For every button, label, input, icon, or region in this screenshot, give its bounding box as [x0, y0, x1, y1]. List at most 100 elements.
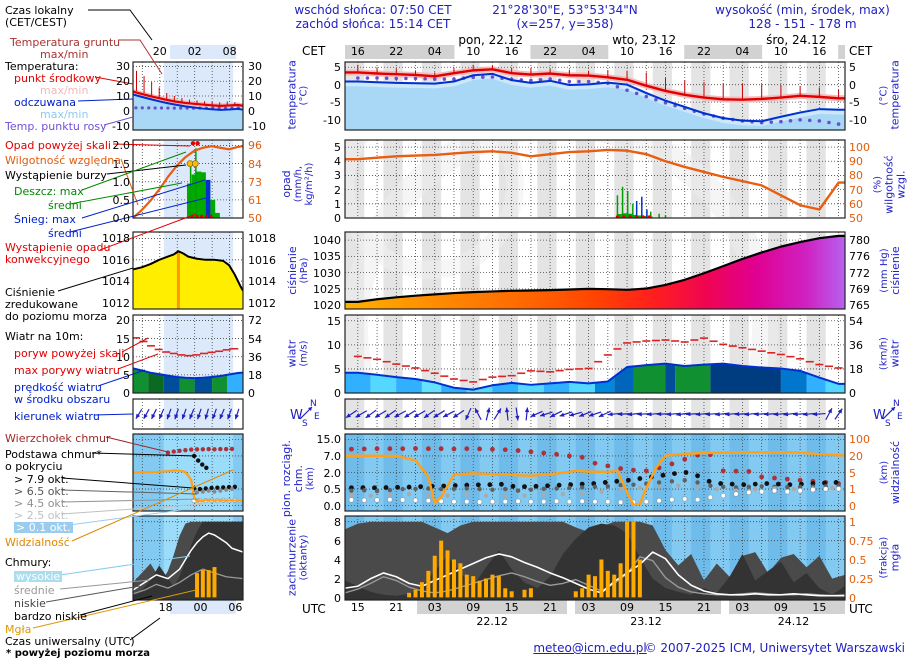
panel-cloud-main — [345, 434, 845, 511]
axis-title-left-cloud: pion. rozciągł. chm. (km) — [279, 439, 316, 517]
panel-precip-mini — [133, 140, 243, 218]
svg-text:S: S — [885, 419, 891, 429]
y-tick-right: 765 — [849, 299, 870, 313]
altitude-label: wysokość (min, środek, max) — [715, 3, 890, 17]
mini-y-tick-right: 0 — [248, 104, 255, 118]
utc-tick-label: 15 — [350, 601, 365, 614]
legend-item-1: (CET/CEST) — [5, 16, 67, 29]
legend-item-22: Wiatr na 10m: — [5, 330, 84, 343]
y-tick-left: 1 — [334, 197, 341, 211]
y-tick-right: 0.25 — [849, 572, 874, 586]
legend-item-18: konwekcyjnego — [5, 253, 90, 266]
panel-press-mini — [133, 232, 243, 309]
cet-tick-label: 10 — [773, 45, 788, 58]
y-tick-left: 10 — [327, 338, 341, 352]
mini-y-tick-right: 54 — [248, 332, 262, 346]
legend-item-21: do poziomu morza — [5, 310, 108, 323]
mini-y-tick-left: 10 — [116, 350, 130, 364]
panel-wind-main — [345, 315, 845, 393]
legend-item-33: > 4.5 okt. — [14, 497, 69, 510]
y-tick-right: 0.5 — [849, 553, 867, 567]
y-tick-right: -5 — [849, 96, 860, 110]
sunset-text: zachód słońca: 15:14 CET — [295, 17, 451, 31]
y-tick-right: 0.75 — [849, 534, 874, 548]
contact-email-link[interactable]: meteo@icm.edu.pl — [533, 641, 647, 655]
mini-utc-tick-label: 18 — [158, 601, 173, 614]
mini-y-tick-right: 50 — [248, 212, 262, 225]
panel-cover-main — [345, 516, 845, 600]
legend-item-23: poryw powyżej skali — [14, 347, 125, 360]
y-tick-right: 0 — [849, 499, 856, 513]
mini-y-tick-left: 1014 — [102, 275, 130, 289]
axis-title-left-cover: zachmurzenie (oktanty) — [285, 519, 310, 597]
svg-text:E: E — [314, 412, 320, 422]
y-tick-left: 0 — [334, 212, 341, 225]
legend-item-28: Wierzchołek chmur — [5, 432, 111, 445]
legend-item-3: max/min — [40, 48, 89, 61]
axis-title-left-wind: wiatr (m/s) — [285, 339, 310, 368]
legend-item-11: Wilgotność względna — [5, 154, 122, 167]
axis-title-left-temp: temperatura (°C) — [285, 60, 310, 130]
legend-item-10: Opad powyżej skali — [5, 139, 111, 152]
mini-y-tick-right: 18 — [248, 368, 262, 382]
y-tick-right: 100 — [849, 433, 870, 447]
grid-point-text: (x=257, y=358) — [516, 17, 614, 31]
svg-text:N: N — [893, 399, 900, 409]
y-tick-right: -10 — [849, 113, 867, 127]
legend-item-38: wysokie — [14, 570, 63, 583]
y-tick-right: 100 — [849, 141, 870, 155]
y-tick-left: 5 — [334, 61, 341, 75]
cet-label-left: CET — [302, 44, 326, 58]
axis-title-right-precip: (%) wilgotność wzgl. — [872, 155, 908, 214]
utc-label-right: UTC — [849, 602, 873, 616]
cet-tick-label: 16 — [350, 45, 365, 58]
mini-y-tick-right: 61 — [248, 193, 262, 207]
y-tick-left: -10 — [323, 113, 341, 127]
cet-tick-label: 22 — [543, 45, 558, 58]
axis-title-right-wind: (km/h) wiatr — [878, 337, 902, 371]
mini-y-tick-left: 30 — [116, 60, 130, 74]
legend-item-17: Wystąpienie opadu — [5, 241, 111, 254]
legend-item-35: > 0.1 okt. — [14, 521, 73, 534]
utc-tick-label: 21 — [696, 601, 711, 614]
legend-item-40: niskie — [14, 597, 46, 610]
mini-y-tick-left: -10 — [112, 119, 130, 133]
cet-tick-label: 04 — [427, 45, 442, 58]
legend-item-2: Temperatura gruntu — [10, 36, 121, 49]
y-tick-right: 50 — [849, 212, 863, 225]
axis-title-right-press: (mm Hg) ciśnienie — [878, 245, 902, 295]
cet-tick-label: 22 — [696, 45, 711, 58]
y-tick-left: 2 — [334, 572, 341, 586]
above-sea-level-note: * powyżej poziomu morza — [6, 648, 150, 659]
panel-cover-mini — [133, 516, 243, 600]
mini-y-tick-left: 0 — [123, 387, 130, 400]
axis-title-left-press: ciśnienie (hPa) — [285, 245, 310, 295]
y-tick-right: 18 — [849, 362, 863, 376]
mini-y-tick-left: 1012 — [102, 296, 130, 310]
mini-cet-tick-label: 02 — [187, 45, 202, 58]
legend-item-41: bardzo niskie — [14, 610, 87, 623]
svg-text:N: N — [310, 399, 317, 409]
panel-temp-main — [345, 62, 845, 130]
legend-item-26: w środku obszaru — [14, 393, 111, 406]
utc-tick-label: 21 — [389, 601, 404, 614]
legend-item-43: Czas uniwersalny (UTC) — [5, 635, 135, 648]
legend-item-4: Temperatura: — [5, 60, 79, 73]
y-tick-left: 1030 — [313, 266, 341, 280]
panel-press-main — [345, 232, 845, 309]
date-label: 24.12 — [777, 615, 810, 628]
panel-wind-mini — [133, 315, 243, 393]
legend-item-31: > 7.9 okt. — [14, 473, 69, 486]
svg-text:W: W — [873, 408, 886, 423]
mini-cet-tick-label: 08 — [222, 45, 237, 58]
mini-y-tick-right: 30 — [248, 60, 262, 74]
mini-y-tick-right: 1012 — [248, 296, 276, 310]
mini-y-tick-left: 20 — [116, 75, 130, 89]
legend-item-42: Mgła — [5, 623, 32, 636]
y-tick-right: 5 — [849, 61, 856, 75]
y-tick-left: 15 — [327, 314, 341, 328]
panel-precip-main — [345, 140, 845, 218]
y-tick-right: 60 — [849, 197, 863, 211]
